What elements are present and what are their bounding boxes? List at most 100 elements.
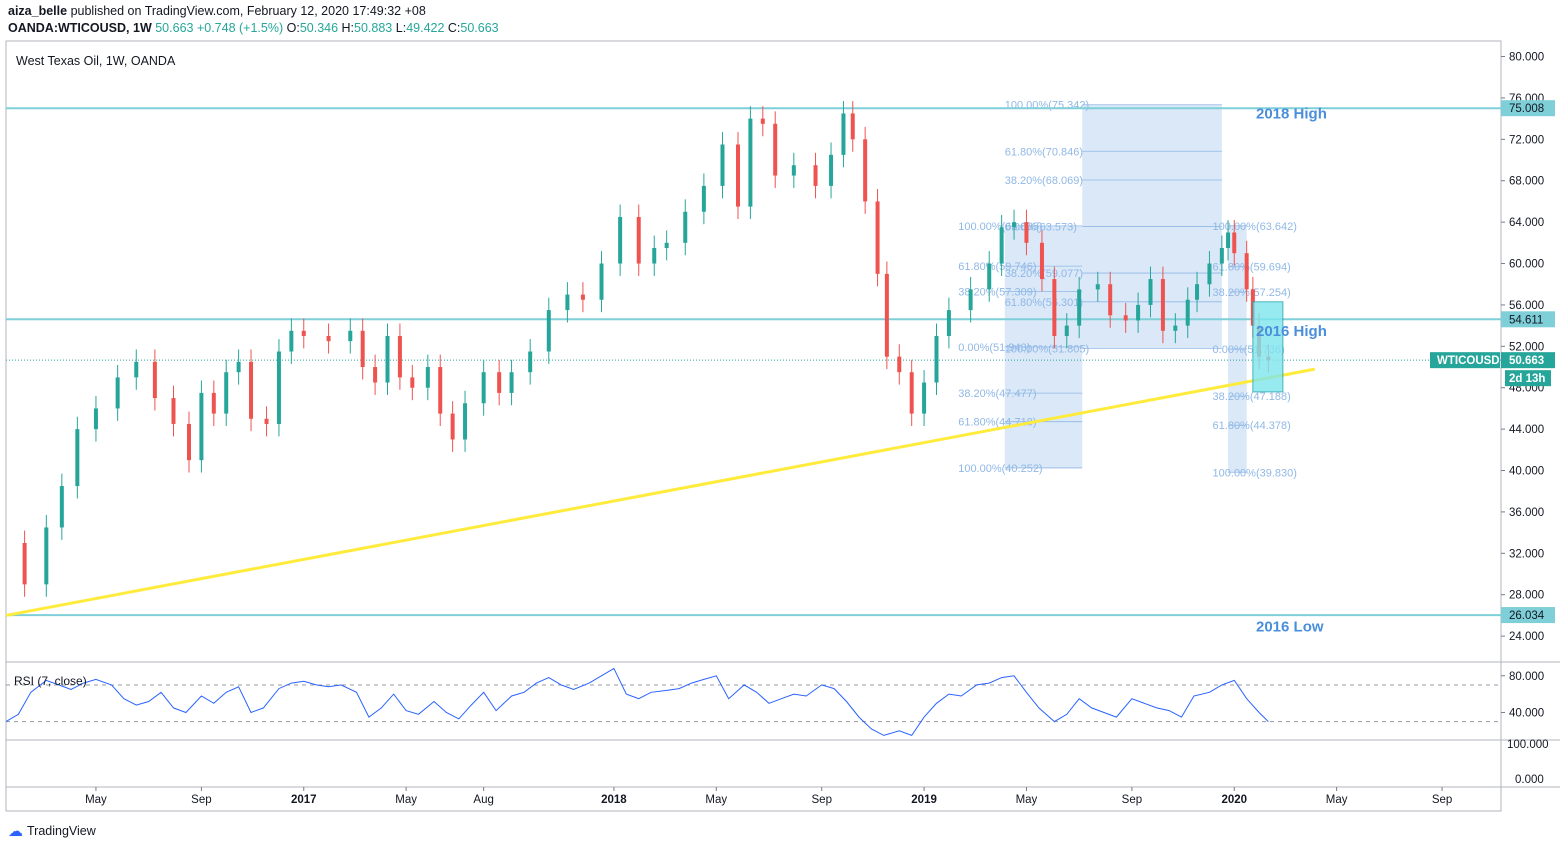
candle-body: [884, 273, 889, 357]
tradingview-footer[interactable]: ☁ TradingView: [8, 822, 96, 840]
level-annotation: 2016 Low: [1256, 619, 1324, 636]
publisher-name[interactable]: aiza_belle: [8, 4, 68, 18]
ohlc-legend: OANDA:WTICOUSD, 1W 50.663 +0.748 (+1.5%)…: [8, 21, 499, 35]
x-tick-label: Aug: [473, 794, 493, 806]
candle-body: [171, 398, 176, 424]
rsi-line: [5, 667, 1269, 737]
candle-body: [987, 263, 992, 290]
candle-body: [618, 216, 623, 264]
candle-body: [1244, 253, 1249, 290]
candle-body: [829, 154, 834, 186]
y-tick-label: 52.000: [1509, 341, 1544, 353]
candle-body: [813, 165, 818, 186]
x-tick-label: Sep: [191, 794, 211, 806]
candle-body: [93, 408, 98, 430]
level-annotation: 2016 High: [1256, 323, 1327, 340]
candle-body: [863, 139, 868, 202]
rsi-tick-label: 80.000: [1509, 671, 1544, 683]
level-price-tag: [1501, 607, 1555, 624]
candle-body: [326, 335, 331, 342]
candle-body: [748, 118, 753, 207]
candle-body: [850, 113, 855, 140]
countdown-tag-label: 2d 13h: [1509, 373, 1545, 385]
candle-body: [922, 382, 927, 414]
candle-body: [946, 310, 951, 336]
candle-body: [373, 367, 378, 383]
level-annotation: 2018 High: [1256, 106, 1327, 123]
low-value: 49.422: [406, 21, 445, 35]
candle-body: [528, 351, 533, 373]
x-tick-label: Sep: [1122, 794, 1142, 806]
candle-body: [224, 372, 229, 414]
candle-body: [186, 423, 191, 461]
candle-body: [546, 310, 551, 352]
high-value: 50.883: [354, 21, 393, 35]
candle-body: [683, 211, 688, 243]
candle-body: [735, 144, 740, 207]
candle-body: [773, 123, 778, 176]
candle-body: [397, 335, 402, 378]
candle-body: [481, 372, 486, 404]
y-tick-label: 80.000: [1509, 52, 1544, 64]
candle-body: [720, 144, 725, 186]
candle-body: [664, 242, 669, 248]
fib-level-label: 61.80%(44.378): [1213, 420, 1291, 432]
candle-body: [75, 429, 80, 487]
price-chart[interactable]: 80.00076.00072.00068.00064.00060.00056.0…: [0, 40, 1567, 816]
symbol-tag: [1430, 352, 1500, 369]
y-tick-label: 40.000: [1509, 466, 1544, 478]
level-price-tag: [1501, 100, 1555, 117]
open-value: 50.346: [299, 21, 339, 35]
level-price-tag-label: 26.034: [1509, 610, 1545, 622]
y-tick-label: 32.000: [1509, 548, 1544, 560]
x-tick-label: May: [85, 794, 107, 806]
level-price-tag-label: 75.008: [1509, 103, 1544, 115]
candle-body: [1077, 289, 1082, 326]
fib-level-label: 100.00%(63.642): [1213, 221, 1297, 233]
price-change: +0.748 (+1.5%): [196, 21, 284, 35]
candle-body: [385, 335, 390, 383]
candle-body: [599, 263, 604, 300]
candle-body: [760, 118, 765, 124]
candle-body: [1108, 284, 1113, 316]
y-tick-label: 72.000: [1509, 134, 1544, 146]
level-price-tag: [1501, 311, 1555, 328]
x-tick-label: May: [705, 794, 727, 806]
candle-body: [1232, 232, 1237, 254]
candle-body: [463, 403, 468, 440]
bottom-tick-label: 100.000: [1507, 739, 1549, 751]
candle-body: [1123, 315, 1128, 321]
candle-body: [249, 361, 254, 419]
y-tick-label: 24.000: [1509, 631, 1544, 643]
x-tick-label: May: [1016, 794, 1038, 806]
candle-body: [348, 330, 353, 342]
candle-body: [1136, 304, 1141, 321]
candle-body: [1064, 325, 1069, 336]
current-price-tag-label: 50.663: [1509, 355, 1544, 367]
fib-level-label: 100.00%(63.635): [958, 221, 1042, 233]
highlight-box: [1252, 301, 1284, 393]
candle-body: [909, 372, 914, 414]
close-value: 50.663: [460, 21, 499, 35]
publish-info: aiza_belle published on TradingView.com,…: [8, 4, 426, 18]
x-tick-label: Sep: [812, 794, 832, 806]
y-tick-label: 56.000: [1509, 300, 1544, 312]
tradingview-logo-icon: ☁: [8, 823, 23, 840]
high-label: H:: [341, 21, 355, 35]
candle-body: [1052, 279, 1057, 336]
y-tick-label: 44.000: [1509, 424, 1544, 436]
last-price: 50.663: [155, 21, 194, 35]
x-tick-label: Sep: [1432, 794, 1452, 806]
y-tick-label: 28.000: [1509, 590, 1544, 602]
candle-body: [1226, 232, 1231, 248]
candle-body: [211, 392, 216, 414]
y-tick-label: 36.000: [1509, 507, 1544, 519]
candle-body: [360, 330, 365, 368]
fib-level-label: 38.20%(47.188): [1213, 391, 1291, 403]
candle-body: [59, 486, 64, 528]
candle-body: [1024, 222, 1029, 243]
open-label: O:: [286, 21, 300, 35]
rsi-tick-label: 40.000: [1509, 707, 1544, 719]
y-tick-label: 64.000: [1509, 217, 1544, 229]
candle-body: [791, 165, 796, 176]
